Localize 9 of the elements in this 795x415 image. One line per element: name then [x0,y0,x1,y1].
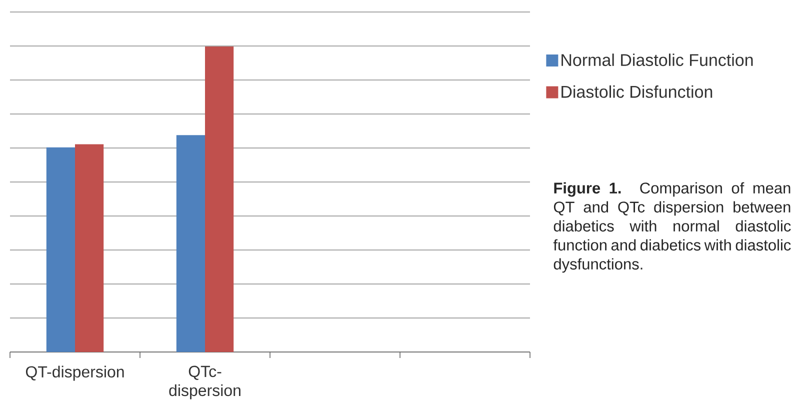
bar [46,147,75,352]
bar [205,46,234,352]
x-tick-label: QT-dispersion [26,366,124,381]
bar [176,135,205,352]
bar [75,144,104,352]
x-tick-label: QTc-dispersion [169,366,240,400]
text: Figure 1. Comparison of mean QT and QTc dispersion between diabetics with normal diastolic function and diabetics with diastolic dysfunctions. [553,182,791,273]
legend-label: Diastolic Disfunction [562,85,712,98]
legend-label: Normal Diastolic Function [562,54,753,66]
